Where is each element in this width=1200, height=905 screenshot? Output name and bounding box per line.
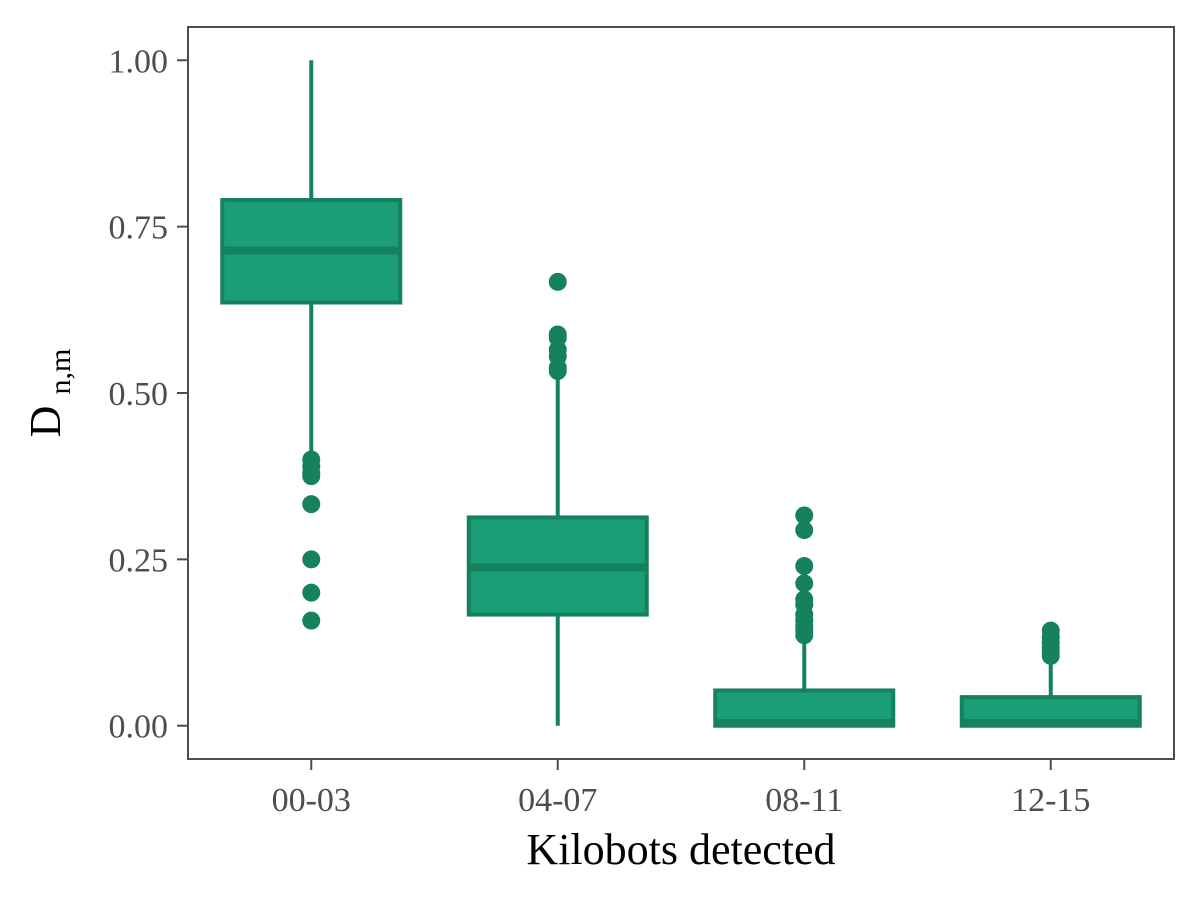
box-12-15 (959, 621, 1142, 728)
y-tick-label: 0.25 (109, 542, 169, 579)
x-axis: 00-03 04-07 08-11 12-15 (272, 759, 1090, 819)
x-tick-label: 12-15 (1011, 782, 1090, 819)
outlier-point (302, 550, 321, 569)
outlier-point (795, 574, 814, 593)
boxes-layer (220, 60, 1142, 728)
x-tick-label: 08-11 (765, 782, 843, 819)
y-tick-label: 0.75 (109, 210, 169, 247)
outlier-point (1041, 646, 1060, 665)
outlier-point (302, 467, 321, 486)
outlier-point (795, 626, 814, 645)
y-tick-label: 0.50 (109, 376, 169, 413)
x-axis-title: Kilobots detected (526, 825, 835, 874)
y-axis: 0.00 0.25 0.50 0.75 1.00 (109, 43, 188, 746)
outlier-point (302, 495, 321, 514)
outlier-point (795, 557, 814, 576)
x-tick-label: 00-03 (272, 782, 351, 819)
box-00-03 (220, 60, 403, 630)
y-axis-title: D n,m (21, 349, 77, 438)
x-tick-label: 04-07 (518, 782, 597, 819)
outlier-point (548, 362, 567, 381)
box-08-11 (713, 506, 896, 728)
y-tick-label: 0.00 (109, 709, 169, 746)
box-04-07 (466, 272, 649, 726)
outlier-point (795, 506, 814, 525)
y-axis-title-main: D (21, 406, 70, 438)
outlier-point (795, 521, 814, 540)
outlier-point (302, 583, 321, 602)
y-tick-label: 1.00 (109, 43, 169, 80)
y-axis-title-subscript: n,m (44, 349, 77, 395)
outlier-point (548, 272, 567, 291)
outlier-point (302, 611, 321, 630)
